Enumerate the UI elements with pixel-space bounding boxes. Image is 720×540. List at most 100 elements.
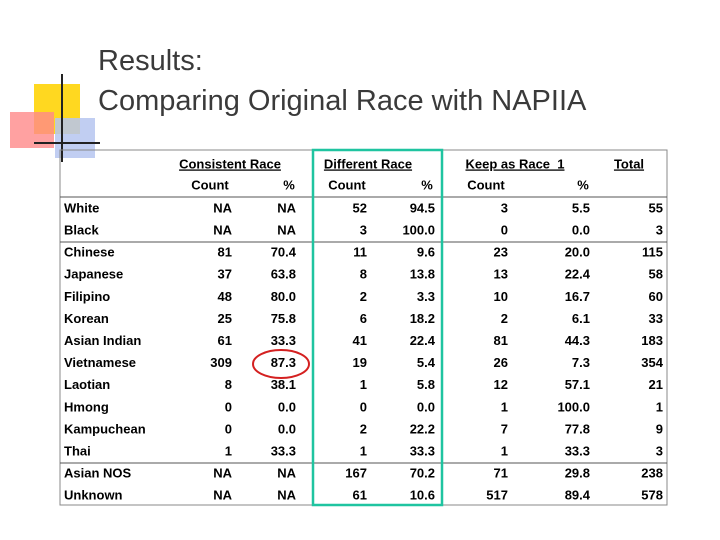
row-label: Korean <box>64 311 109 326</box>
row-label: Asian Indian <box>64 333 141 348</box>
highlight-circle <box>252 349 310 379</box>
sub-header: Count <box>328 177 366 192</box>
cell: 13 <box>494 267 508 282</box>
cell: 60 <box>649 289 663 304</box>
sub-header: % <box>577 177 589 192</box>
cell: 22.4 <box>410 333 436 348</box>
cell: 100.0 <box>402 223 435 238</box>
cell: 22.4 <box>565 267 591 282</box>
cell: 0.0 <box>278 421 296 436</box>
cell: NA <box>277 466 296 481</box>
cell: 100.0 <box>557 399 590 414</box>
cell: 0 <box>501 223 508 238</box>
group-header: Different Race <box>324 156 412 171</box>
cell: 44.3 <box>565 333 590 348</box>
cell: 6 <box>360 311 367 326</box>
cell: 19 <box>353 355 367 370</box>
cell: 0 <box>225 421 232 436</box>
cell: 2 <box>360 421 367 436</box>
row-label: Vietnamese <box>64 355 136 370</box>
sub-header: % <box>283 177 295 192</box>
row-label: Kampuchean <box>64 421 146 436</box>
cell: 33.3 <box>271 444 296 459</box>
cell: 3 <box>656 444 663 459</box>
group-header: Keep as Race_1 <box>465 156 564 171</box>
cell: 55 <box>649 200 663 215</box>
cell: 12 <box>494 377 508 392</box>
group-header: Total <box>614 156 644 171</box>
cell: 3.3 <box>417 289 435 304</box>
cell: 52 <box>353 200 367 215</box>
cell: 11 <box>353 245 367 260</box>
cell: 2 <box>360 289 367 304</box>
cell: 22.2 <box>410 421 435 436</box>
cell: 309 <box>210 355 232 370</box>
cell: 48 <box>218 289 232 304</box>
cell: 0 <box>225 399 232 414</box>
cell: 21 <box>649 377 663 392</box>
cell: 7 <box>501 421 508 436</box>
cell: 87.3 <box>271 355 296 370</box>
cell: 33.3 <box>271 333 296 348</box>
cell: 0 <box>360 399 367 414</box>
cell: 75.8 <box>271 311 296 326</box>
cell: 16.7 <box>565 289 590 304</box>
row-label: Black <box>64 223 99 238</box>
cell: 10 <box>494 289 508 304</box>
row-label: Asian NOS <box>64 466 132 481</box>
cell: 6.1 <box>572 311 590 326</box>
cell: 26 <box>494 355 508 370</box>
cell: NA <box>213 488 232 503</box>
cell: 13.8 <box>410 267 435 282</box>
cell: 37 <box>218 267 232 282</box>
cell: 29.8 <box>565 466 590 481</box>
group-header: Consistent Race <box>179 156 281 171</box>
cell: 63.8 <box>271 267 296 282</box>
sub-header: % <box>421 177 433 192</box>
cell: 1 <box>501 399 508 414</box>
cell: 5.4 <box>417 355 436 370</box>
cell: 3 <box>501 200 508 215</box>
cell: 0.0 <box>278 399 296 414</box>
cell: 70.2 <box>410 466 435 481</box>
cell: 33 <box>649 311 663 326</box>
cell: 57.1 <box>565 377 590 392</box>
cell: 1 <box>225 444 232 459</box>
cell: 10.6 <box>410 488 435 503</box>
cell: 70.4 <box>271 245 297 260</box>
cell: 23 <box>494 245 508 260</box>
row-label: Thai <box>64 444 91 459</box>
cell: 3 <box>656 223 663 238</box>
cell: 5.8 <box>417 377 435 392</box>
row-label: Unknown <box>64 488 123 503</box>
cell: 81 <box>494 333 508 348</box>
cell: 8 <box>225 377 232 392</box>
row-label: Filipino <box>64 289 110 304</box>
cell: 1 <box>501 444 508 459</box>
cell: 81 <box>218 245 232 260</box>
cell: 33.3 <box>565 444 590 459</box>
cell: 80.0 <box>271 289 296 304</box>
cell: 1 <box>360 444 367 459</box>
cell: 18.2 <box>410 311 435 326</box>
cell: 20.0 <box>565 245 590 260</box>
cell: NA <box>213 223 232 238</box>
sub-header: Count <box>191 177 229 192</box>
row-label: Laotian <box>64 377 110 392</box>
row-label: White <box>64 200 99 215</box>
cell: 7.3 <box>572 355 590 370</box>
cell: 94.5 <box>410 200 435 215</box>
cell: NA <box>277 223 296 238</box>
cell: 115 <box>642 245 663 260</box>
cell: 33.3 <box>410 444 435 459</box>
cell: 1 <box>656 399 663 414</box>
row-label: Hmong <box>64 399 109 414</box>
row-label: Japanese <box>64 267 123 282</box>
cell: 9 <box>656 421 663 436</box>
cell: 5.5 <box>572 200 590 215</box>
cell: 77.8 <box>565 421 590 436</box>
cell: NA <box>213 466 232 481</box>
sub-header: Count <box>467 177 505 192</box>
cell: 89.4 <box>565 488 591 503</box>
